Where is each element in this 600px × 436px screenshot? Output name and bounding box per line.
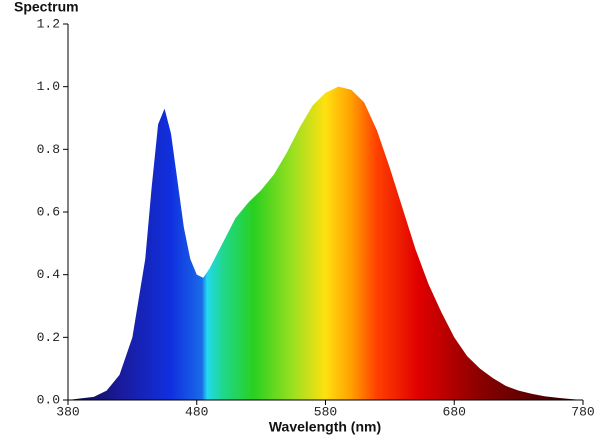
spectrum-area [68,86,583,401]
x-tick-label: 580 [314,404,337,419]
chart-title: Spectrum [14,0,79,15]
x-tick-label: 380 [56,404,79,419]
y-tick-label: 1.0 [37,79,60,94]
x-tick-label: 480 [185,404,208,419]
x-tick-label: 780 [571,404,594,419]
y-tick-label: 1.2 [37,16,60,31]
y-tick-label: 0.6 [37,204,60,219]
y-tick-label: 0.0 [37,392,60,407]
y-tick-label: 0.4 [37,267,61,282]
y-tick-label: 0.8 [37,142,60,157]
y-tick-label: 0.2 [37,330,60,345]
x-axis-title: Wavelength (nm) [269,419,381,435]
x-tick-label: 680 [443,404,466,419]
